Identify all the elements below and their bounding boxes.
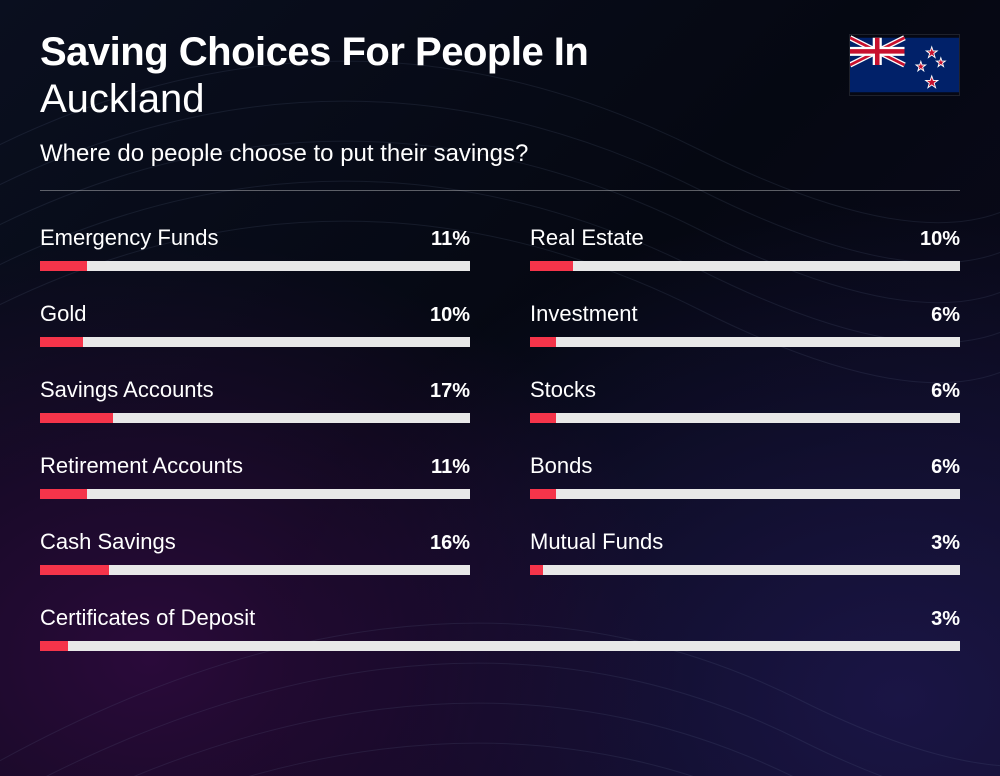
bar-label: Certificates of Deposit <box>40 605 255 631</box>
bar-fill <box>40 413 113 423</box>
city-name: Auckland <box>40 77 960 122</box>
bar-value: 10% <box>430 304 470 327</box>
bar-item: Bonds 6% <box>530 453 960 499</box>
bar-track <box>530 489 960 499</box>
bar-track <box>530 565 960 575</box>
bar-fill <box>530 413 556 423</box>
bar-value: 3% <box>931 532 960 555</box>
bar-label: Mutual Funds <box>530 529 663 555</box>
bar-value: 11% <box>431 456 470 479</box>
bar-value: 6% <box>931 304 960 327</box>
bar-track <box>40 337 470 347</box>
bar-track <box>530 261 960 271</box>
bar-fill <box>40 641 68 651</box>
bar-value: 6% <box>931 380 960 403</box>
bar-label: Real Estate <box>530 225 644 251</box>
bar-fill <box>530 261 573 271</box>
bar-track <box>40 413 470 423</box>
page-title: Saving Choices For People In <box>40 30 960 75</box>
divider <box>40 190 960 191</box>
bar-fill <box>40 489 87 499</box>
bar-track <box>530 413 960 423</box>
subtitle: Where do people choose to put their savi… <box>40 140 960 168</box>
bar-track <box>40 489 470 499</box>
bar-track <box>530 337 960 347</box>
bar-item: Investment 6% <box>530 301 960 347</box>
nz-flag-icon <box>849 34 960 96</box>
bar-label: Gold <box>40 301 86 327</box>
bar-label: Bonds <box>530 453 592 479</box>
bar-track <box>40 261 470 271</box>
bar-label: Emergency Funds <box>40 225 219 251</box>
bar-fill <box>530 489 556 499</box>
bar-item: Retirement Accounts 11% <box>40 453 470 499</box>
bar-fill <box>40 565 109 575</box>
bar-value: 16% <box>430 532 470 555</box>
bar-item: Gold 10% <box>40 301 470 347</box>
bar-fill <box>40 337 83 347</box>
bar-value: 11% <box>431 228 470 251</box>
bar-track <box>40 641 960 651</box>
bar-value: 3% <box>931 608 960 631</box>
bar-item: Certificates of Deposit 3% <box>40 605 960 651</box>
bar-value: 6% <box>931 456 960 479</box>
bar-item: Mutual Funds 3% <box>530 529 960 575</box>
bar-fill <box>530 337 556 347</box>
bar-label: Savings Accounts <box>40 377 214 403</box>
bar-label: Stocks <box>530 377 596 403</box>
bar-value: 10% <box>920 228 960 251</box>
bar-fill <box>530 565 543 575</box>
bar-item: Emergency Funds 11% <box>40 225 470 271</box>
bar-item: Real Estate 10% <box>530 225 960 271</box>
header: Saving Choices For People In Auckland Wh… <box>40 30 960 191</box>
bar-item: Stocks 6% <box>530 377 960 423</box>
bar-label: Cash Savings <box>40 529 176 555</box>
bar-item: Savings Accounts 17% <box>40 377 470 423</box>
bar-value: 17% <box>430 380 470 403</box>
bar-item: Cash Savings 16% <box>40 529 470 575</box>
bar-track <box>40 565 470 575</box>
bar-fill <box>40 261 87 271</box>
chart-grid: Emergency Funds 11% Real Estate 10% Gold… <box>40 225 960 651</box>
bar-label: Retirement Accounts <box>40 453 243 479</box>
bar-label: Investment <box>530 301 638 327</box>
